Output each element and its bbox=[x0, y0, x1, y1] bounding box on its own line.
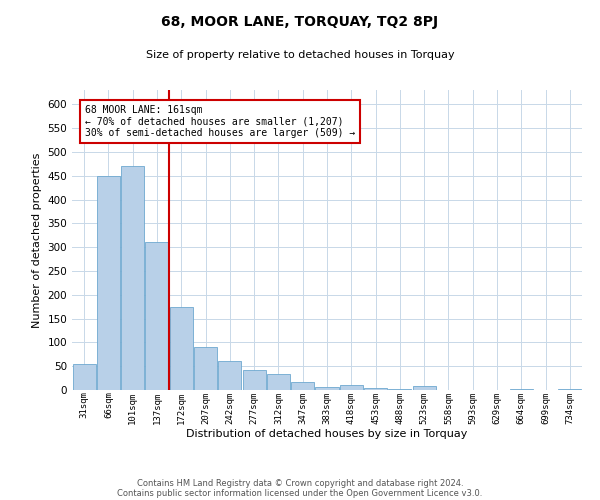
Text: Contains public sector information licensed under the Open Government Licence v3: Contains public sector information licen… bbox=[118, 488, 482, 498]
Bar bbox=[559, 389, 581, 390]
Text: Size of property relative to detached houses in Torquay: Size of property relative to detached ho… bbox=[146, 50, 454, 60]
Bar bbox=[388, 388, 412, 390]
Bar bbox=[291, 382, 314, 390]
Bar bbox=[267, 374, 290, 390]
X-axis label: Distribution of detached houses by size in Torquay: Distribution of detached houses by size … bbox=[187, 429, 467, 439]
Text: Contains HM Land Registry data © Crown copyright and database right 2024.: Contains HM Land Registry data © Crown c… bbox=[137, 478, 463, 488]
Bar bbox=[121, 166, 144, 390]
Bar bbox=[316, 386, 338, 390]
Bar bbox=[340, 385, 363, 390]
Bar bbox=[145, 242, 169, 390]
Bar bbox=[242, 370, 266, 390]
Bar bbox=[364, 388, 387, 390]
Bar bbox=[73, 364, 95, 390]
Bar bbox=[510, 388, 533, 390]
Bar bbox=[218, 362, 241, 390]
Y-axis label: Number of detached properties: Number of detached properties bbox=[32, 152, 42, 328]
Text: 68 MOOR LANE: 161sqm
← 70% of detached houses are smaller (1,207)
30% of semi-de: 68 MOOR LANE: 161sqm ← 70% of detached h… bbox=[85, 105, 355, 138]
Bar bbox=[413, 386, 436, 390]
Bar bbox=[194, 347, 217, 390]
Text: 68, MOOR LANE, TORQUAY, TQ2 8PJ: 68, MOOR LANE, TORQUAY, TQ2 8PJ bbox=[161, 15, 439, 29]
Bar bbox=[170, 306, 193, 390]
Bar bbox=[97, 176, 120, 390]
